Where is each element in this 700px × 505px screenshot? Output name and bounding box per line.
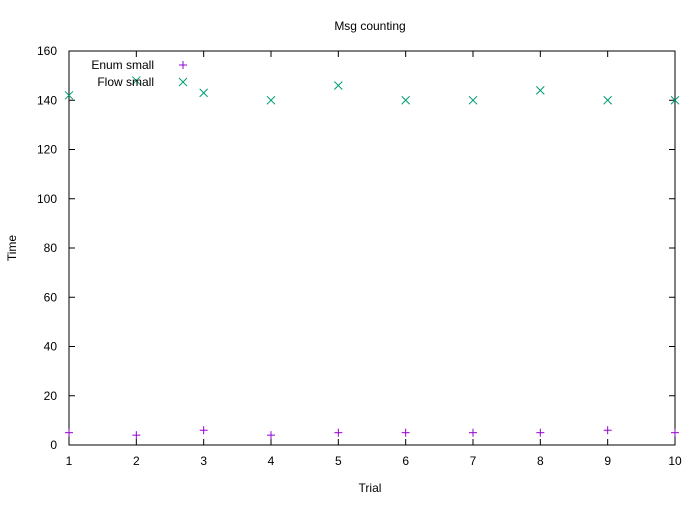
- x-tick-label: 5: [335, 454, 342, 468]
- x-tick-label: 2: [133, 454, 140, 468]
- point-enum-small: [536, 428, 545, 437]
- point-enum-small: [65, 428, 73, 437]
- point-flow-small: [535, 86, 545, 95]
- y-tick-label: 80: [44, 241, 58, 255]
- y-tick-label: 140: [37, 93, 57, 107]
- y-tick-label: 20: [44, 389, 58, 403]
- point-flow-small: [603, 95, 613, 105]
- points-layer: [64, 76, 680, 440]
- point-flow-small: [131, 76, 141, 85]
- y-tick-label: 60: [44, 290, 58, 304]
- x-tick-label: 7: [470, 454, 477, 468]
- x-tick-label: 6: [402, 454, 409, 468]
- x-tick-label: 10: [668, 454, 682, 468]
- point-flow-small: [401, 95, 411, 105]
- x-tick-label: 8: [537, 454, 544, 468]
- x-axis-label: Trial: [359, 481, 382, 495]
- legend-label-flow-small: Flow small: [97, 75, 154, 89]
- point-flow-small: [266, 95, 276, 105]
- point-enum-small: [199, 426, 208, 435]
- point-enum-small: [267, 431, 275, 440]
- legend: Enum small Flow small: [91, 58, 188, 89]
- x-tick-label: 1: [66, 454, 73, 468]
- legend-label-enum-small: Enum small: [91, 58, 154, 72]
- x-tick-label: 3: [200, 454, 207, 468]
- point-enum-small: [132, 431, 141, 440]
- point-flow-small: [199, 88, 209, 98]
- y-tick-label: 120: [37, 143, 57, 157]
- point-flow-small: [468, 95, 478, 105]
- point-enum-small: [334, 428, 343, 437]
- point-enum-small: [603, 426, 612, 435]
- point-flow-small: [670, 95, 680, 105]
- point-flow-small: [333, 81, 343, 90]
- point-enum-small: [469, 428, 477, 437]
- y-tick-label: 100: [37, 192, 57, 206]
- x-tick-label: 9: [604, 454, 611, 468]
- y-tick-label: 40: [44, 340, 58, 354]
- point-enum-small: [401, 428, 410, 437]
- point-flow-small: [64, 90, 74, 100]
- legend-marker-enum-small: [179, 61, 187, 69]
- legend-marker-flow-small: [178, 77, 188, 87]
- x-tick-label: 4: [268, 454, 275, 468]
- y-tick-label: 160: [37, 44, 57, 58]
- y-axis-label: Time: [5, 235, 19, 262]
- chart-title: Msg counting: [334, 19, 405, 33]
- point-enum-small: [671, 428, 679, 437]
- y-tick-label: 0: [50, 438, 57, 452]
